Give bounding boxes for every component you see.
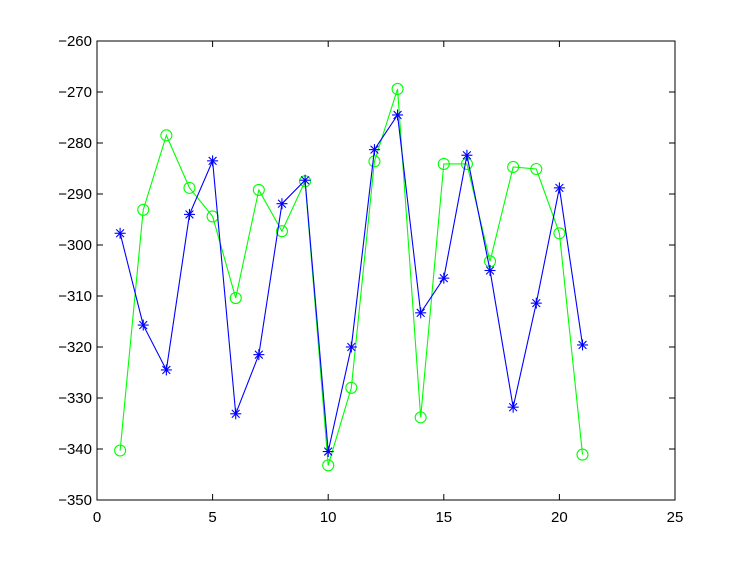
data-point	[207, 155, 219, 167]
data-point	[275, 225, 289, 238]
data-point	[114, 444, 127, 457]
data-point	[577, 339, 589, 351]
data-point	[415, 307, 427, 319]
x-tick-label: 15	[435, 509, 452, 526]
data-point	[253, 349, 265, 361]
y-tick-label: −350	[58, 492, 92, 509]
data-point	[160, 364, 172, 376]
series-0	[114, 109, 589, 458]
y-tick-label: −340	[58, 441, 92, 458]
x-tick-label: 25	[667, 509, 684, 526]
data-point	[345, 341, 357, 353]
data-point	[530, 297, 542, 309]
data-point	[507, 160, 520, 174]
data-point	[276, 198, 288, 210]
y-tick-label: −300	[58, 237, 92, 254]
data-point	[322, 459, 335, 472]
data-point	[507, 401, 519, 413]
data-point	[160, 129, 173, 142]
data-point	[137, 203, 150, 216]
series-layer	[114, 82, 589, 472]
data-point	[437, 157, 450, 170]
y-tick-label: −330	[58, 390, 92, 407]
y-tick-label: −320	[58, 339, 92, 356]
y-tick-label: −310	[58, 288, 92, 305]
axis-tick-labels: 0 5 10 15 20 25 −350 −340 −330 −320 −310 −300 −290 −2…	[58, 33, 683, 526]
x-tick-label: 0	[93, 509, 101, 526]
data-point	[438, 272, 450, 284]
plot-area-frame	[96, 40, 676, 501]
y-tick-label: −270	[58, 84, 92, 101]
x-tick-label: 5	[208, 509, 216, 526]
data-point	[391, 82, 404, 95]
data-point	[368, 155, 381, 168]
data-point	[414, 411, 427, 424]
data-point	[392, 109, 404, 121]
data-point	[183, 208, 195, 220]
x-tick-label: 20	[551, 509, 568, 526]
data-point	[484, 265, 496, 276]
data-point	[368, 144, 380, 156]
data-point	[345, 381, 358, 394]
data-point	[553, 182, 565, 194]
y-tick-label: −290	[58, 186, 92, 203]
data-point	[183, 181, 196, 194]
x-tick-label: 10	[320, 509, 337, 526]
data-point	[230, 408, 242, 420]
data-point	[299, 174, 311, 186]
data-point	[252, 183, 265, 196]
axis-ticks	[96, 40, 676, 501]
y-tick-label: −280	[58, 135, 92, 152]
data-point	[114, 227, 126, 239]
y-tick-label: −260	[58, 33, 92, 50]
data-point	[229, 291, 242, 305]
data-point	[576, 448, 589, 461]
data-point	[461, 149, 473, 161]
data-point	[322, 446, 334, 458]
data-point	[137, 319, 149, 331]
data-point	[530, 162, 543, 176]
data-point	[553, 227, 566, 240]
